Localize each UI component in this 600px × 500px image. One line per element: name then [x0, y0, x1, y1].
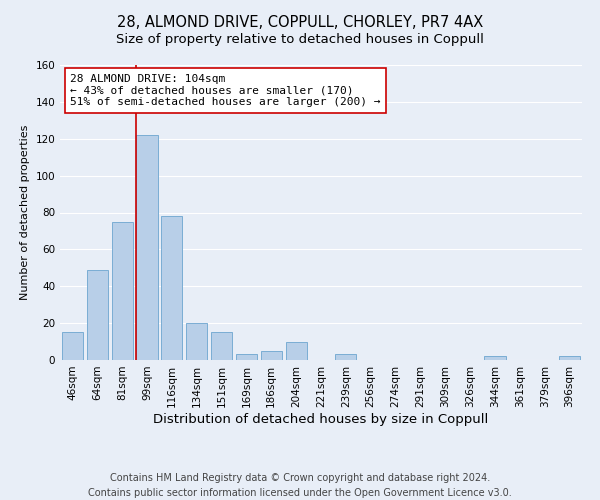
Bar [559, 356, 580, 360]
Bar [136, 135, 158, 360]
Bar [186, 323, 207, 360]
X-axis label: Distribution of detached houses by size in Coppull: Distribution of detached houses by size … [154, 412, 488, 426]
Bar [484, 356, 506, 360]
Bar [211, 332, 232, 360]
Y-axis label: Number of detached properties: Number of detached properties [20, 125, 30, 300]
Bar [261, 351, 282, 360]
Bar [112, 222, 133, 360]
Bar [87, 270, 108, 360]
Text: Contains HM Land Registry data © Crown copyright and database right 2024.
Contai: Contains HM Land Registry data © Crown c… [88, 472, 512, 498]
Text: 28 ALMOND DRIVE: 104sqm
← 43% of detached houses are smaller (170)
51% of semi-d: 28 ALMOND DRIVE: 104sqm ← 43% of detache… [70, 74, 381, 107]
Bar [161, 216, 182, 360]
Bar [62, 332, 83, 360]
Bar [335, 354, 356, 360]
Bar [236, 354, 257, 360]
Text: Size of property relative to detached houses in Coppull: Size of property relative to detached ho… [116, 32, 484, 46]
Text: 28, ALMOND DRIVE, COPPULL, CHORLEY, PR7 4AX: 28, ALMOND DRIVE, COPPULL, CHORLEY, PR7 … [117, 15, 483, 30]
Bar [286, 342, 307, 360]
